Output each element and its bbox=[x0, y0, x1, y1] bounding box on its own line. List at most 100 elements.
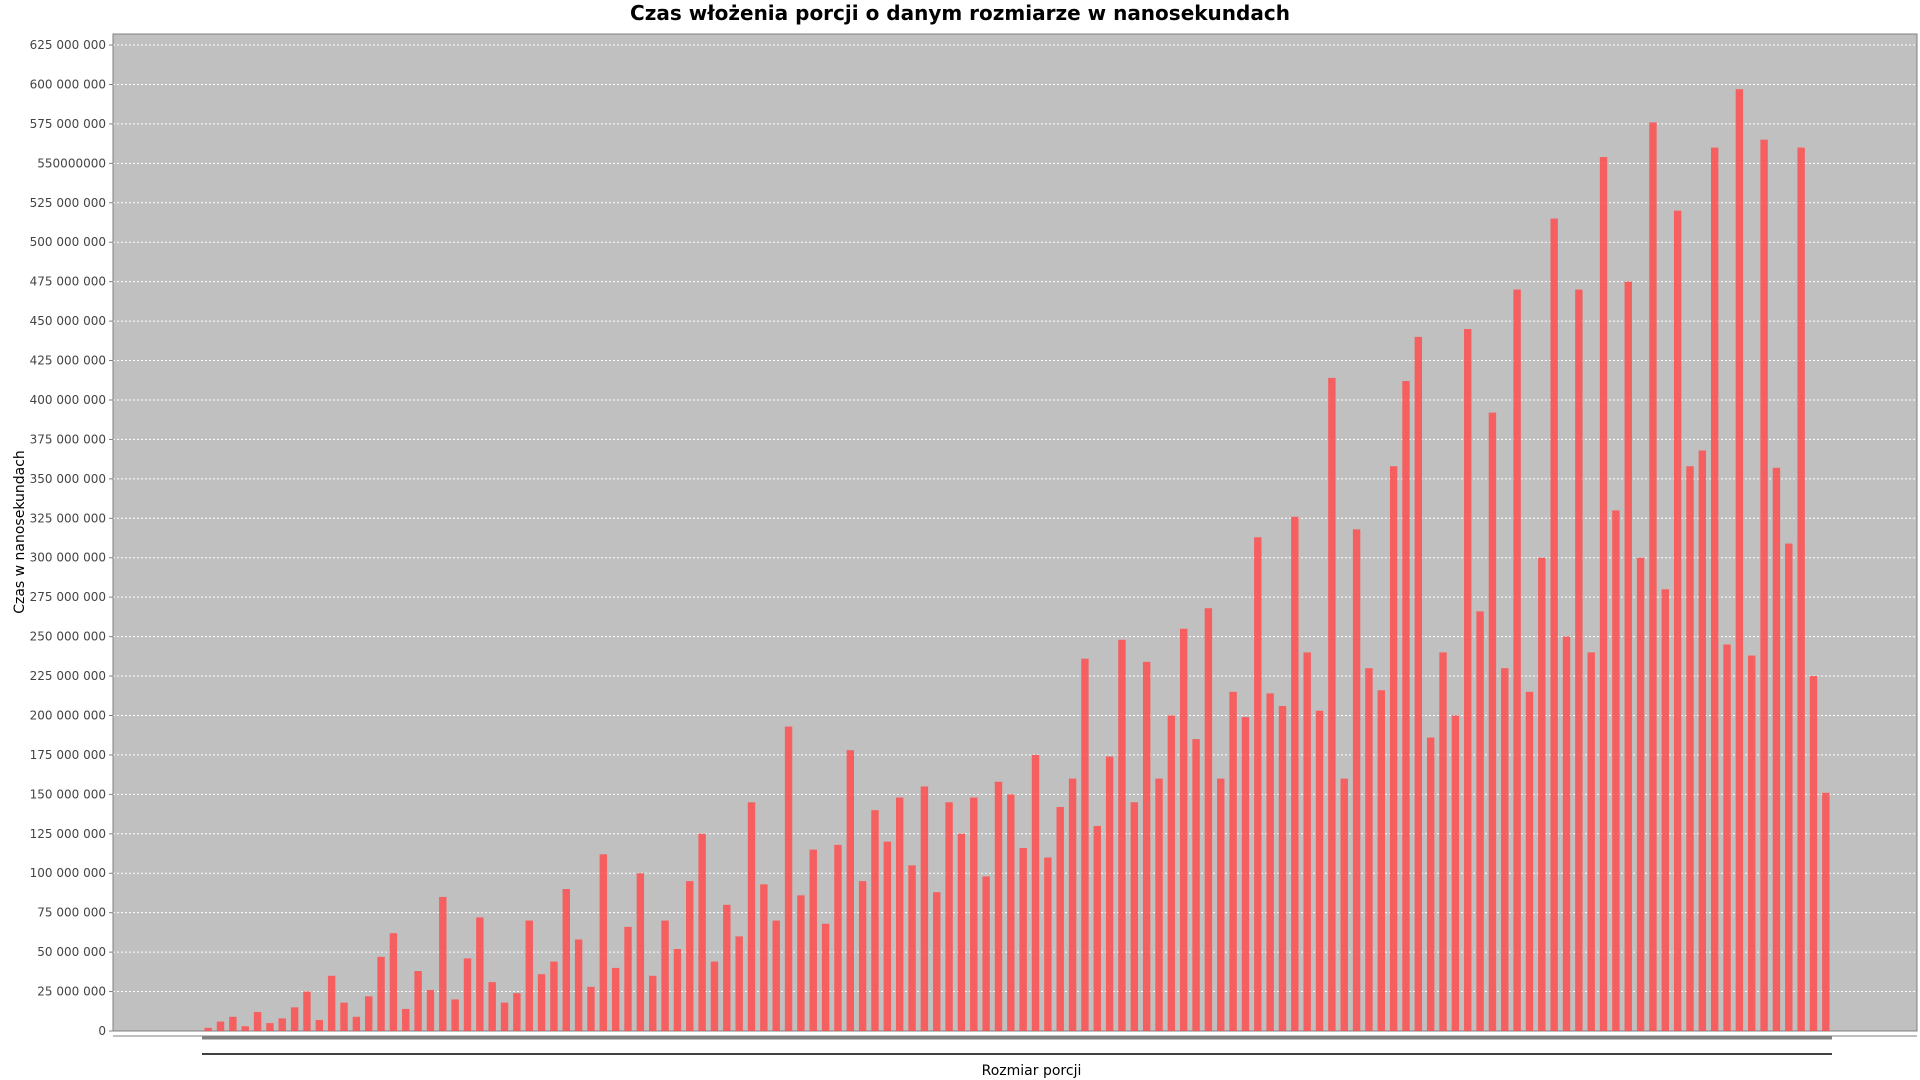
bar bbox=[821, 923, 830, 1031]
bar bbox=[1661, 589, 1669, 1031]
bar bbox=[1130, 802, 1139, 1031]
bar bbox=[1192, 739, 1200, 1031]
y-tick-label: 300 000 000 bbox=[30, 551, 106, 565]
bar bbox=[574, 939, 583, 1031]
plot-background bbox=[112, 33, 1918, 1032]
bar bbox=[278, 1018, 286, 1031]
bar bbox=[1587, 652, 1595, 1031]
bar bbox=[1340, 778, 1348, 1031]
bar bbox=[1315, 710, 1324, 1031]
bar bbox=[1007, 794, 1015, 1031]
bar bbox=[957, 833, 966, 1031]
y-tick-label: 125 000 000 bbox=[30, 827, 106, 841]
bar bbox=[1303, 652, 1311, 1031]
chart-title: Czas włożenia porcji o danym rozmiarze w… bbox=[630, 1, 1290, 25]
bar bbox=[846, 750, 854, 1031]
bar bbox=[1266, 693, 1274, 1031]
bar bbox=[649, 975, 657, 1031]
bar bbox=[797, 895, 805, 1031]
bar bbox=[883, 841, 892, 1031]
y-tick-label: 550000000 bbox=[37, 156, 106, 170]
bar bbox=[1389, 466, 1398, 1032]
bar bbox=[1167, 715, 1176, 1031]
bar bbox=[908, 865, 916, 1031]
bar bbox=[970, 797, 978, 1031]
y-tick-label: 225 000 000 bbox=[30, 669, 106, 683]
bar bbox=[1748, 655, 1756, 1031]
bar bbox=[1439, 652, 1447, 1031]
bar bbox=[290, 1007, 299, 1031]
bar bbox=[377, 956, 385, 1031]
bar bbox=[723, 904, 731, 1031]
bar bbox=[809, 849, 817, 1031]
bar bbox=[525, 920, 533, 1031]
bar bbox=[624, 926, 632, 1031]
bar bbox=[1723, 644, 1731, 1031]
bar bbox=[1476, 611, 1484, 1031]
bar bbox=[1525, 691, 1534, 1031]
bar bbox=[1155, 778, 1163, 1031]
bar bbox=[982, 876, 990, 1031]
bar bbox=[550, 961, 558, 1031]
x-axis-label: Rozmiar porcji bbox=[981, 1063, 1082, 1079]
bar bbox=[933, 892, 941, 1031]
bar bbox=[1081, 658, 1089, 1031]
bar bbox=[1142, 661, 1151, 1031]
bar bbox=[352, 1016, 361, 1031]
bar bbox=[784, 726, 793, 1031]
y-tick-label: 200 000 000 bbox=[30, 708, 106, 722]
y-tick-label: 625 000 000 bbox=[30, 38, 106, 52]
bar bbox=[253, 1012, 262, 1031]
bar bbox=[1785, 543, 1793, 1031]
bar bbox=[1488, 412, 1497, 1031]
bar bbox=[1599, 157, 1608, 1031]
bar bbox=[772, 920, 780, 1031]
bar bbox=[1426, 737, 1435, 1031]
bar bbox=[587, 986, 595, 1031]
bar bbox=[1550, 218, 1558, 1032]
bar bbox=[1056, 806, 1064, 1031]
bar bbox=[673, 948, 682, 1031]
y-tick-label: 275 000 000 bbox=[30, 590, 106, 604]
bar bbox=[1180, 628, 1188, 1031]
bar bbox=[303, 991, 311, 1031]
bar bbox=[735, 936, 743, 1031]
bar bbox=[1019, 848, 1027, 1031]
y-tick-label: 375 000 000 bbox=[30, 432, 106, 446]
bar bbox=[871, 810, 879, 1031]
y-tick-label: 475 000 000 bbox=[30, 275, 106, 289]
bar bbox=[389, 933, 398, 1031]
bar bbox=[216, 1021, 225, 1031]
y-tick-label: 350 000 000 bbox=[30, 472, 106, 486]
bar bbox=[414, 971, 422, 1031]
y-tick-label: 75 000 000 bbox=[37, 906, 106, 920]
bar bbox=[1797, 147, 1805, 1031]
bar bbox=[1068, 778, 1077, 1031]
bar bbox=[315, 1019, 324, 1031]
bar bbox=[229, 1016, 237, 1031]
y-tick-label: 50 000 000 bbox=[37, 945, 106, 959]
y-tick-label: 100 000 000 bbox=[30, 866, 106, 880]
bar bbox=[698, 833, 706, 1031]
bar bbox=[488, 982, 496, 1031]
bar bbox=[1612, 510, 1620, 1031]
bar bbox=[463, 958, 472, 1031]
bar bbox=[1377, 690, 1385, 1031]
bar bbox=[1254, 537, 1262, 1031]
bar bbox=[1414, 336, 1423, 1031]
bar bbox=[476, 917, 484, 1031]
y-tick-label: 0 bbox=[98, 1024, 106, 1038]
bar bbox=[1686, 466, 1694, 1032]
bar bbox=[858, 881, 867, 1031]
bar bbox=[920, 786, 929, 1031]
bar bbox=[1291, 516, 1299, 1031]
bar bbox=[834, 844, 842, 1031]
bar bbox=[1044, 857, 1052, 1031]
bar bbox=[562, 889, 570, 1031]
bar bbox=[1451, 715, 1460, 1031]
bar bbox=[1365, 668, 1373, 1031]
bar bbox=[945, 802, 953, 1031]
bar bbox=[994, 781, 1003, 1031]
